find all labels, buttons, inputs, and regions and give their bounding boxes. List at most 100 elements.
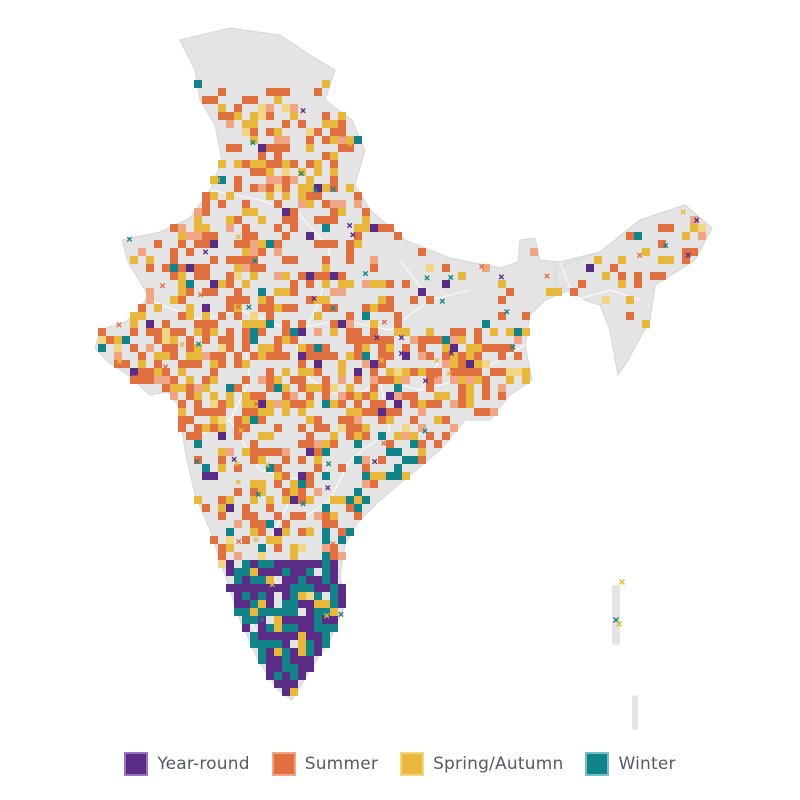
season-cell bbox=[338, 136, 346, 144]
season-cell bbox=[258, 544, 266, 552]
season-cross-mark bbox=[195, 341, 202, 347]
season-cell bbox=[226, 328, 234, 336]
season-cell bbox=[306, 192, 314, 200]
season-cell bbox=[274, 248, 282, 256]
season-cell bbox=[314, 560, 322, 568]
season-cell bbox=[234, 144, 242, 152]
season-cell bbox=[330, 176, 338, 184]
season-cell bbox=[418, 424, 426, 432]
season-cell bbox=[194, 232, 202, 240]
season-cell bbox=[274, 304, 282, 312]
legend-label-summer: Summer bbox=[304, 754, 379, 774]
season-cell bbox=[226, 144, 234, 152]
season-cell bbox=[250, 496, 258, 504]
season-cell bbox=[210, 328, 218, 336]
season-cell bbox=[162, 384, 170, 392]
season-cell bbox=[202, 336, 210, 344]
season-cell bbox=[266, 312, 274, 320]
season-cross-mark bbox=[311, 295, 317, 302]
season-cross-mark bbox=[330, 541, 336, 547]
season-cell bbox=[458, 360, 466, 368]
season-cell bbox=[98, 344, 106, 352]
season-cell bbox=[698, 224, 706, 232]
season-cell bbox=[170, 264, 178, 272]
season-cell bbox=[202, 304, 210, 312]
season-cell bbox=[250, 456, 258, 464]
season-cell bbox=[314, 168, 322, 176]
season-cell bbox=[282, 624, 290, 632]
season-cell bbox=[170, 248, 178, 256]
season-cell bbox=[498, 352, 506, 360]
season-cell bbox=[354, 440, 362, 448]
season-cell bbox=[266, 600, 274, 608]
season-cell bbox=[450, 352, 458, 360]
season-cell bbox=[378, 344, 386, 352]
season-cell bbox=[282, 488, 290, 496]
season-cell bbox=[346, 504, 354, 512]
season-cell bbox=[250, 392, 258, 400]
season-cell bbox=[274, 472, 282, 480]
season-cell bbox=[226, 400, 234, 408]
season-cell bbox=[322, 512, 330, 520]
season-cell bbox=[482, 344, 490, 352]
season-cell bbox=[242, 264, 250, 272]
season-cell bbox=[322, 240, 330, 248]
season-cell bbox=[402, 472, 410, 480]
season-cell bbox=[474, 344, 482, 352]
season-cell bbox=[666, 256, 674, 264]
season-cell bbox=[346, 408, 354, 416]
season-cell bbox=[274, 640, 282, 648]
season-cell bbox=[282, 88, 290, 96]
season-cross-mark bbox=[685, 252, 691, 258]
season-cell bbox=[426, 400, 434, 408]
season-cell bbox=[306, 608, 314, 616]
season-cell bbox=[370, 264, 378, 272]
season-cell bbox=[394, 312, 402, 320]
season-cell bbox=[274, 176, 282, 184]
season-cell bbox=[522, 376, 530, 384]
season-cell bbox=[266, 112, 274, 120]
season-cell bbox=[242, 160, 250, 168]
season-cell bbox=[218, 424, 226, 432]
season-cross-mark bbox=[544, 273, 550, 279]
season-cell bbox=[274, 152, 282, 160]
season-cell bbox=[330, 168, 338, 176]
season-cell bbox=[426, 296, 434, 304]
season-cell bbox=[322, 272, 330, 280]
season-cell bbox=[442, 416, 450, 424]
season-cell bbox=[234, 160, 242, 168]
season-cell bbox=[490, 368, 498, 376]
season-cell bbox=[386, 352, 394, 360]
season-cell bbox=[466, 352, 474, 360]
season-cell bbox=[330, 544, 338, 552]
season-cell bbox=[314, 360, 322, 368]
season-cell bbox=[250, 400, 258, 408]
season-cell bbox=[282, 616, 290, 624]
season-cell bbox=[378, 416, 386, 424]
season-cell bbox=[178, 368, 186, 376]
season-cell bbox=[266, 568, 274, 576]
season-cell bbox=[314, 584, 322, 592]
season-cell bbox=[346, 240, 354, 248]
season-cell bbox=[306, 448, 314, 456]
season-cell bbox=[306, 232, 314, 240]
season-cell bbox=[210, 360, 218, 368]
season-cell bbox=[386, 280, 394, 288]
season-cell bbox=[282, 456, 290, 464]
season-cell bbox=[306, 384, 314, 392]
season-cell bbox=[322, 632, 330, 640]
season-cell bbox=[242, 320, 250, 328]
season-cell bbox=[202, 288, 210, 296]
season-cell bbox=[226, 392, 234, 400]
season-cross-mark bbox=[269, 581, 275, 588]
season-cell bbox=[178, 400, 186, 408]
season-cell bbox=[298, 488, 306, 496]
season-cell bbox=[410, 336, 418, 344]
season-cell bbox=[234, 352, 242, 360]
season-cell bbox=[274, 400, 282, 408]
season-cell bbox=[690, 224, 698, 232]
season-cell bbox=[290, 400, 298, 408]
season-cell bbox=[298, 400, 306, 408]
season-cell bbox=[114, 344, 122, 352]
season-cell bbox=[522, 368, 530, 376]
